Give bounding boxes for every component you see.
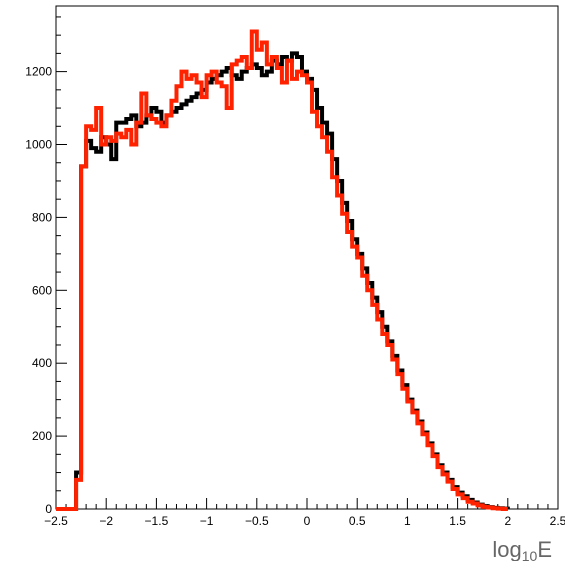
y-tick-label: 800 [32, 210, 52, 224]
x-axis-title-tail: E [537, 537, 552, 561]
x-tick-label: 0.5 [349, 514, 366, 528]
series-group [56, 29, 510, 511]
y-tick-label: 0 [45, 502, 52, 516]
x-tick-label: 2 [504, 514, 511, 528]
y-tick-label: 400 [32, 356, 52, 370]
x-tick-label: 1.5 [449, 514, 466, 528]
series-red-histogram [56, 29, 508, 511]
y-tick-label: 1000 [25, 138, 52, 152]
x-tick-label: −0.5 [245, 514, 269, 528]
y-tick-label: 200 [32, 429, 52, 443]
x-tick-label: −1.5 [145, 514, 169, 528]
tick-labels: −2.5 −2 −1.5 −1 −0.5 0 0.5 1 1.5 2 2.5 0 200 400 600 80… [25, 65, 565, 528]
x-tick-label: −1 [200, 514, 214, 528]
x-tick-label: 1 [404, 514, 411, 528]
series-black-histogram [56, 51, 510, 511]
y-tick-label: 600 [32, 283, 52, 297]
x-tick-label: −2 [99, 514, 113, 528]
y-tick-label: 1200 [25, 65, 52, 79]
axis-ticks [55, 16, 559, 510]
x-axis-title-sub: 10 [522, 548, 538, 561]
x-tick-label: −2.5 [44, 514, 68, 528]
x-axis-title-base: log [492, 537, 521, 561]
x-tick-label: 2.5 [550, 514, 565, 528]
x-tick-label: 0 [304, 514, 311, 528]
x-axis-title: log10E [492, 537, 552, 561]
